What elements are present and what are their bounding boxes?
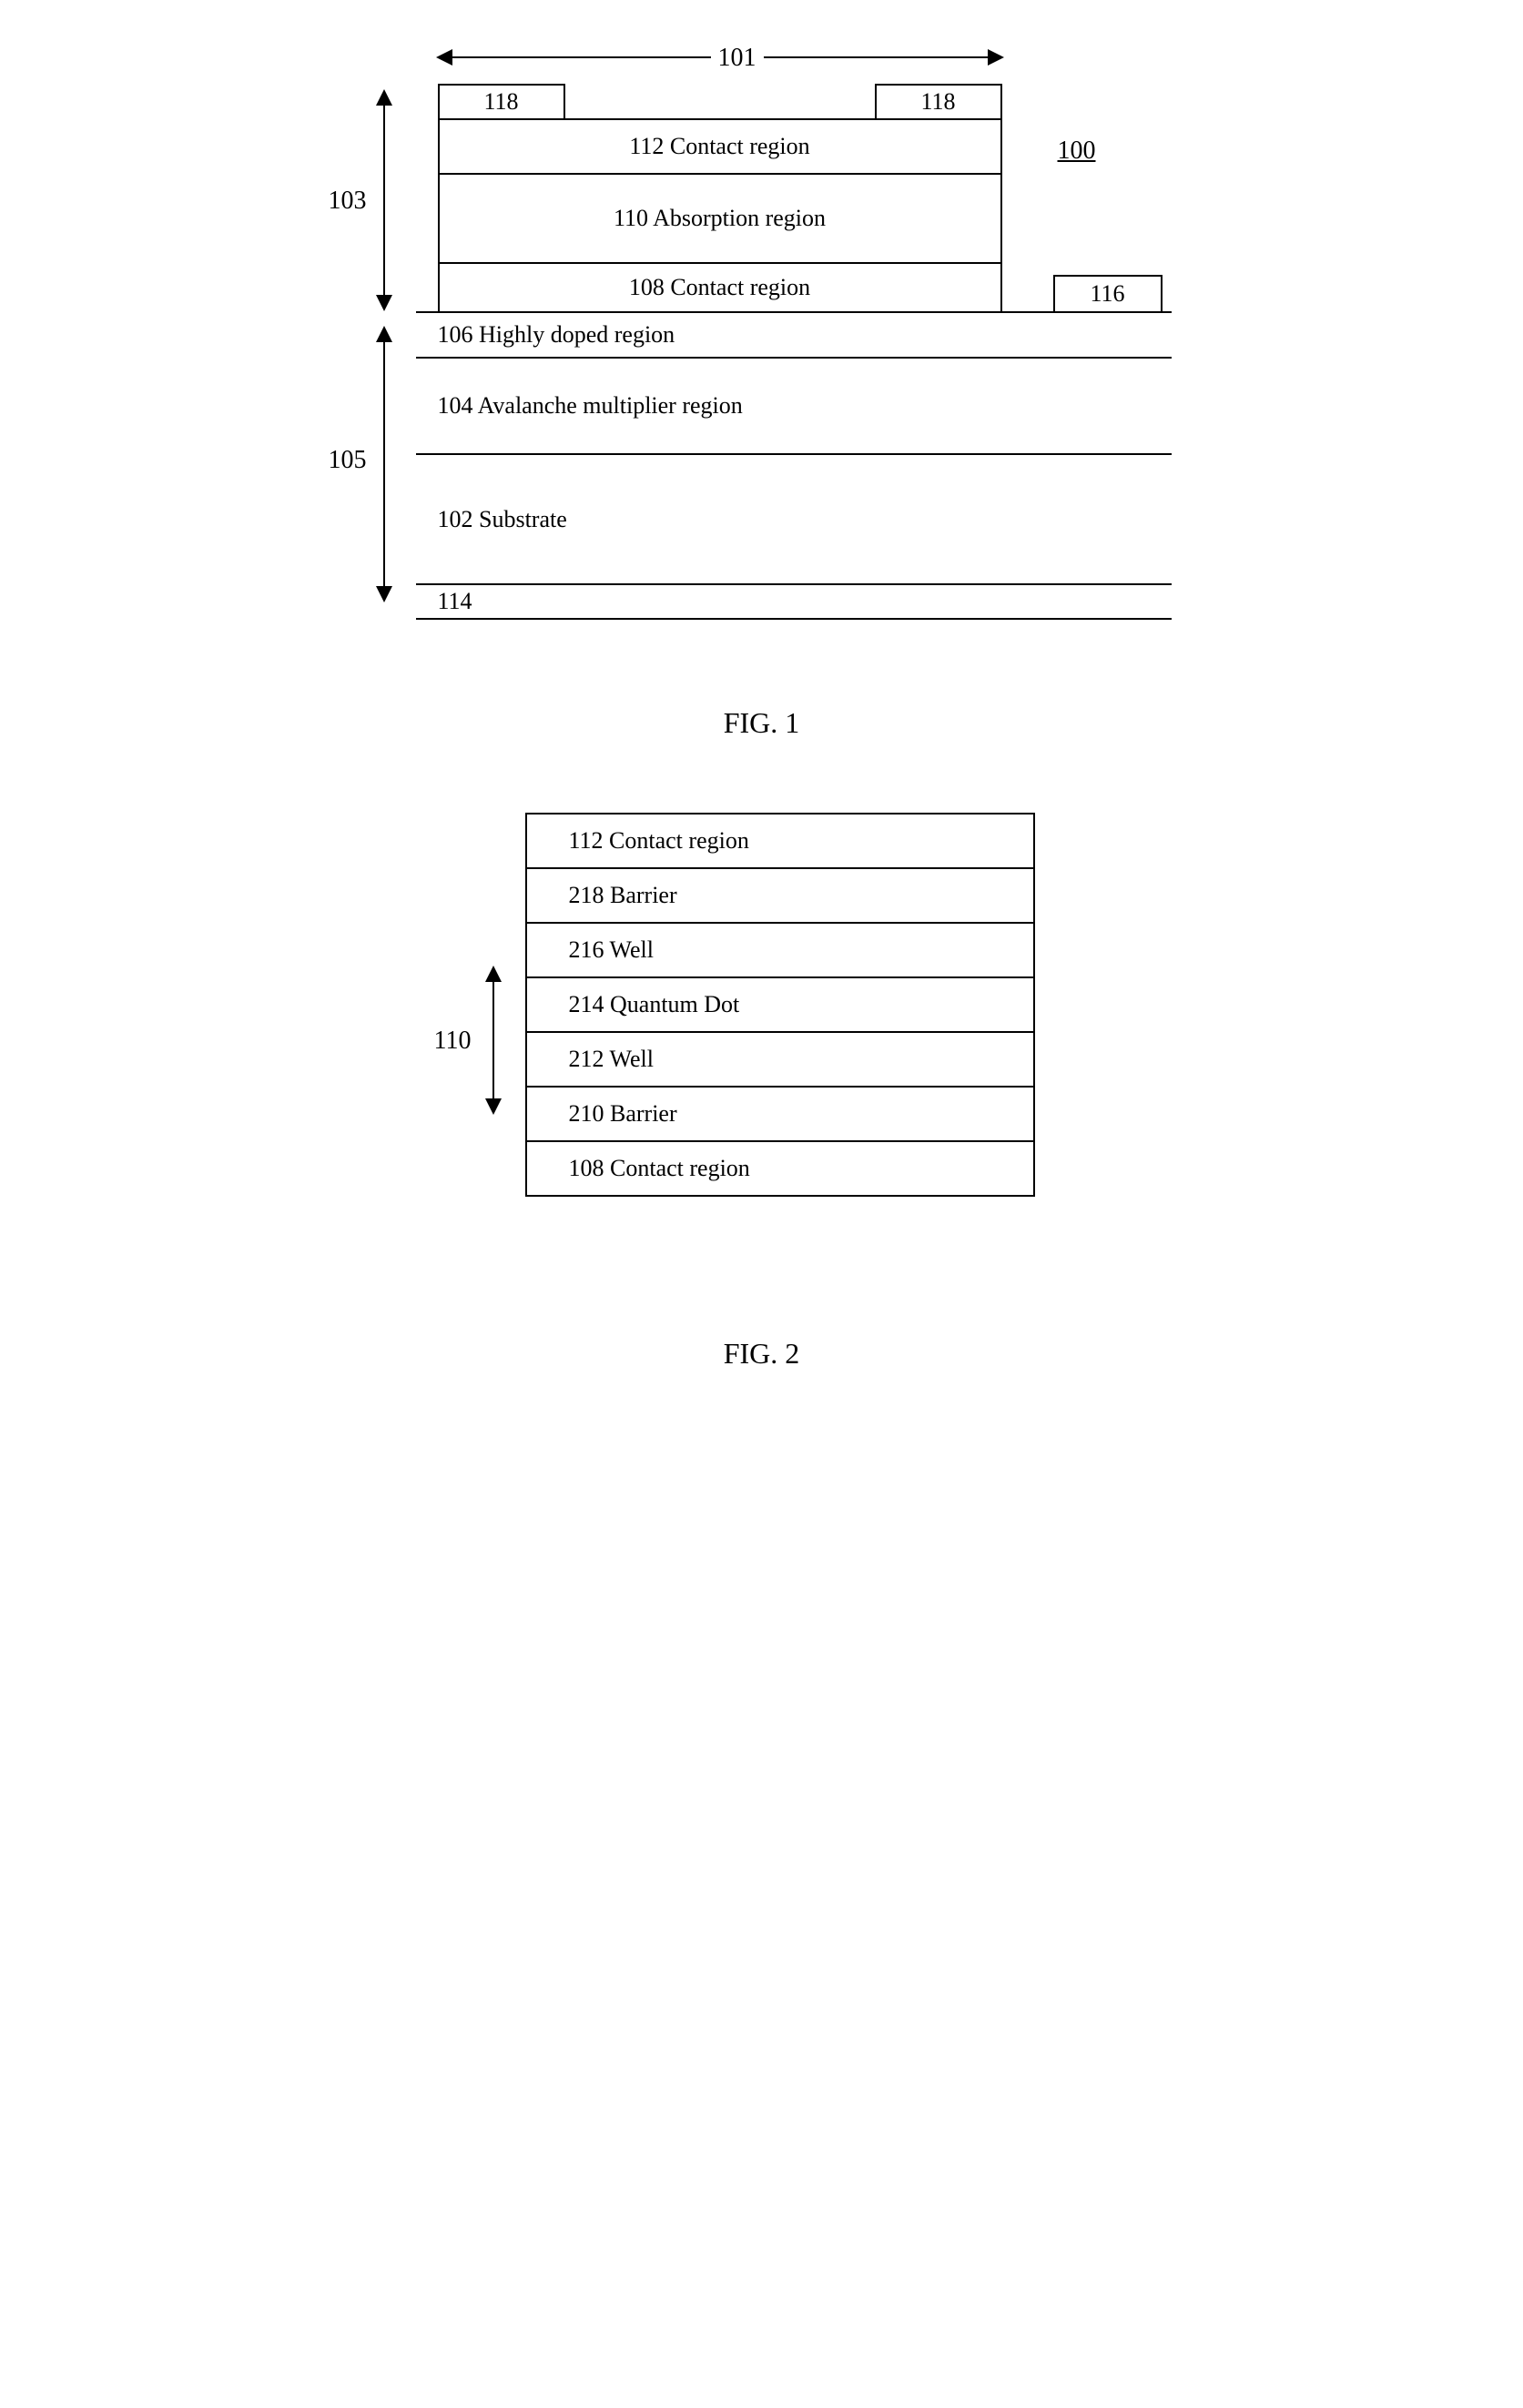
contact-116: 116 [1053,275,1163,313]
row-210-label: 210 Barrier [569,1100,677,1127]
layer-114: 114 [416,583,1172,620]
row-210: 210 Barrier [525,1088,1035,1142]
layer-110: 110 Absorption region [438,173,1002,264]
layer-106: 106 Highly doped region [416,311,1172,359]
dimension-101-label: 101 [711,44,764,73]
contact-116-label: 116 [1090,280,1124,308]
layer-104-label: 104 Avalanche multiplier region [438,392,743,420]
dimension-105-label: 105 [329,446,367,475]
dimension-101-arrow: 101 [438,44,1002,71]
figure-2: 110 112 Contact region 218 Barrier 216 W… [325,813,1199,1371]
row-112: 112 Contact region [525,814,1035,869]
fig2-caption: FIG. 2 [325,1337,1199,1371]
row-212: 212 Well [525,1033,1035,1088]
figure-1: 103 105 101 100 118 118 [325,36,1199,740]
layer-104: 104 Avalanche multiplier region [416,357,1172,455]
row-218-label: 218 Barrier [569,882,677,908]
layer-102-label: 102 Substrate [438,506,567,533]
dimension-110-label: 110 [434,1027,472,1056]
layer-108: 108 Contact region [438,262,1002,313]
row-214-label: 214 Quantum Dot [569,991,740,1017]
row-108-label: 108 Contact region [569,1155,750,1181]
dimension-103-label: 103 [329,187,367,216]
fig2-stack: 112 Contact region 218 Barrier 216 Well … [525,813,1035,1197]
contact-118-right-label: 118 [920,88,955,116]
fig2-canvas: 110 112 Contact region 218 Barrier 216 W… [325,813,1199,1322]
row-108: 108 Contact region [525,1142,1035,1197]
dimension-105-arrow [371,328,398,601]
layer-110-label: 110 Absorption region [614,205,826,232]
row-112-label: 112 Contact region [569,827,749,854]
layer-106-label: 106 Highly doped region [438,321,675,349]
contact-118-left-label: 118 [483,88,518,116]
row-214: 214 Quantum Dot [525,978,1035,1033]
layer-114-label: 114 [438,588,472,615]
fig1-canvas: 103 105 101 100 118 118 [325,36,1199,692]
row-216-label: 216 Well [569,936,654,963]
layer-112: 112 Contact region [438,118,1002,175]
layer-112-label: 112 Contact region [629,133,809,160]
row-218: 218 Barrier [525,869,1035,924]
layer-108-label: 108 Contact region [629,274,810,301]
contact-118-left: 118 [438,84,565,120]
row-216: 216 Well [525,924,1035,978]
row-212-label: 212 Well [569,1046,654,1072]
contact-118-right: 118 [875,84,1002,120]
reference-100: 100 [1058,137,1096,166]
fig1-caption: FIG. 1 [325,706,1199,740]
dimension-110-arrow [480,967,507,1113]
layer-102: 102 Substrate [416,453,1172,585]
fig1-stage: 101 100 118 118 112 Contact region 110 A… [416,36,1172,655]
dimension-103-arrow [371,91,398,309]
